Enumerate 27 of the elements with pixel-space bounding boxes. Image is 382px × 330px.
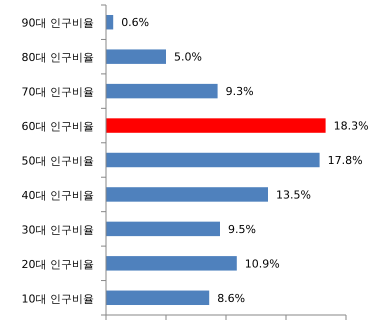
data-label: 0.6% — [121, 16, 150, 30]
data-label: 5.0% — [174, 50, 202, 64]
bar — [106, 84, 218, 98]
bar — [106, 152, 320, 168]
y-tick-label: 90대 인구비율 — [22, 16, 94, 30]
bar — [106, 256, 237, 271]
bar — [106, 118, 326, 133]
bar — [106, 49, 166, 64]
bar — [106, 290, 210, 306]
y-tick-label: 10대 인구비율 — [22, 292, 94, 306]
data-label: 18.3% — [334, 120, 369, 133]
data-label: 9.5% — [228, 222, 256, 236]
y-tick-label: 20대 인구비율 — [22, 258, 94, 271]
bar — [106, 14, 114, 30]
data-label: 8.6% — [217, 292, 246, 305]
y-tick-label: 40대 인구비율 — [22, 188, 94, 202]
data-label: 17.8% — [328, 154, 363, 167]
y-tick-label: 60대 인구비율 — [22, 120, 94, 134]
y-tick-label: 50대 인구비율 — [22, 154, 94, 168]
data-label: 9.3% — [226, 85, 254, 98]
bar — [106, 187, 268, 202]
y-tick-label: 80대 인구비율 — [22, 51, 94, 64]
y-tick-label: 30대 인구비율 — [22, 223, 94, 236]
bar — [106, 222, 220, 236]
data-label: 13.5% — [276, 188, 311, 202]
data-label: 10.9% — [244, 257, 280, 270]
y-tick-label: 70대 인구비율 — [22, 86, 94, 99]
